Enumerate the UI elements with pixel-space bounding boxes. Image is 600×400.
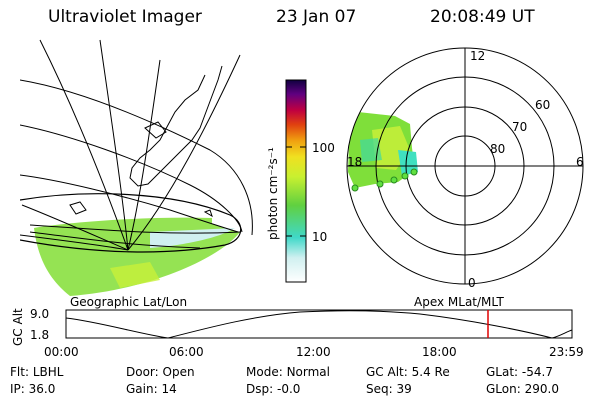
orbit-ytick-9: 9.0 xyxy=(30,307,49,321)
geographic-map xyxy=(20,39,253,296)
colorbar-tick-100: 100 xyxy=(312,141,335,155)
mlt-label-6: 6 xyxy=(576,155,584,169)
orbit-altitude-plot: GC Alt 9.0 1.8 00:00 06:00 12:00 18:00 2… xyxy=(11,307,584,359)
lat-lon-grid xyxy=(20,39,253,251)
orbit-ytick-1.8: 1.8 xyxy=(30,328,49,342)
orbit-xtick-2359: 23:59 xyxy=(549,345,584,359)
param-gc-alt: GC Alt: 5.4 Re xyxy=(366,365,450,379)
param-mode: Mode: Normal xyxy=(246,365,330,379)
mlat-label-60: 60 xyxy=(535,98,550,112)
coastline xyxy=(129,65,223,187)
colorbar: 100 10 photon cm⁻²s⁻¹ xyxy=(266,79,335,283)
orbit-xtick-1200: 12:00 xyxy=(296,345,331,359)
mlt-label-18: 18 xyxy=(347,155,362,169)
orbit-xtick-1800: 18:00 xyxy=(422,345,457,359)
colorbar-tick-10: 10 xyxy=(312,230,327,244)
orbit-xtick-0600: 06:00 xyxy=(169,345,204,359)
satellite-track xyxy=(351,168,418,192)
mlt-label-0: 0 xyxy=(468,276,476,290)
param-flt: Flt: LBHL xyxy=(10,365,64,379)
mlat-label-70: 70 xyxy=(512,120,527,134)
orbit-ylabel: GC Alt xyxy=(11,308,25,346)
header-time: 20:08:49 UT xyxy=(430,7,535,27)
param-door: Door: Open xyxy=(126,365,195,379)
header-date: 23 Jan 07 xyxy=(276,7,357,27)
polar-plot: 12 18 6 0 60 70 80 xyxy=(346,47,584,290)
param-seq: Seq: 39 xyxy=(366,382,412,396)
orbit-xtick-0000: 00:00 xyxy=(44,345,79,359)
mlat-label-80: 80 xyxy=(490,142,505,156)
param-dsp: Dsp: -0.0 xyxy=(246,382,301,396)
altitude-curve xyxy=(65,310,573,339)
param-glat: GLat: -54.7 xyxy=(486,365,553,379)
colorbar-unit-label: photon cm⁻²s⁻¹ xyxy=(266,147,280,240)
param-gain: Gain: 14 xyxy=(126,382,177,396)
param-glon: GLon: 290.0 xyxy=(486,382,559,396)
mlt-label-12: 12 xyxy=(470,49,485,63)
geographic-map-label: Geographic Lat/Lon xyxy=(70,295,187,309)
apex-map-label: Apex MLat/MLT xyxy=(414,295,504,309)
app-title: Ultraviolet Imager xyxy=(48,7,202,27)
param-ip: IP: 36.0 xyxy=(10,382,56,396)
